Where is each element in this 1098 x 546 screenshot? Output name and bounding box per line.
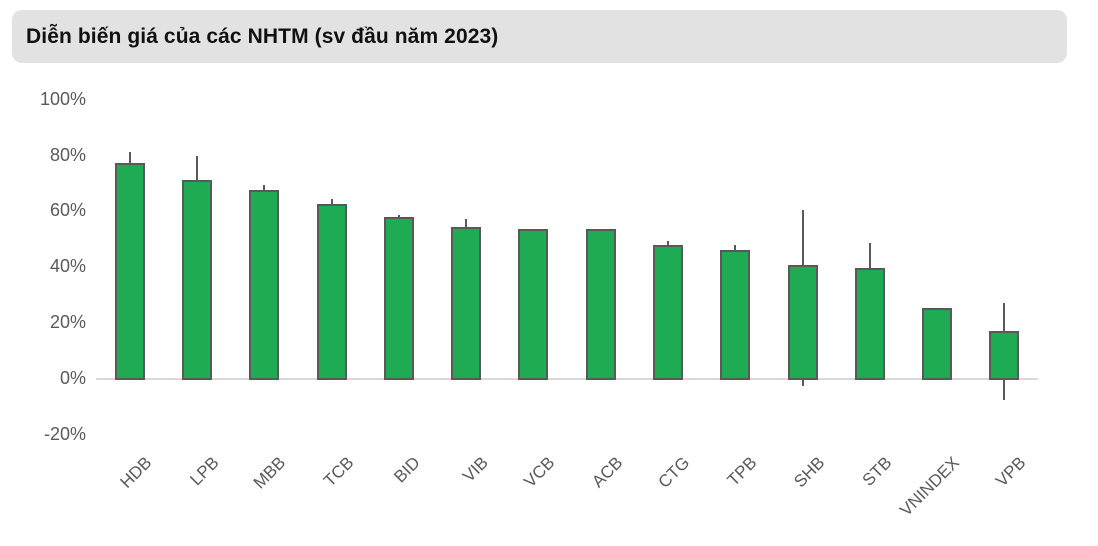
x-axis-label-vnindex: VNINDEX	[895, 453, 963, 520]
bar-acb	[585, 228, 616, 380]
x-axis-label-acb: ACB	[587, 453, 627, 492]
chart-title: Diễn biến giá của các NHTM (sv đầu năm 2…	[26, 25, 499, 48]
x-axis-label-tcb: TCB	[319, 453, 357, 491]
y-axis-tick-label: -20%	[43, 423, 86, 444]
y-axis-tick-label: 60%	[49, 200, 86, 221]
x-axis-label-ctg: CTG	[654, 453, 694, 492]
y-axis-tick-label: 0%	[59, 368, 86, 388]
x-axis-label-hdb: HDB	[116, 453, 156, 492]
y-axis-tick-label: 20%	[49, 312, 86, 333]
bar-tpb	[720, 249, 751, 380]
x-axis-label-bid: BID	[390, 453, 425, 487]
bar-tcb	[316, 203, 347, 380]
bar-shb	[787, 264, 818, 380]
x-axis-label-vib: VIB	[458, 453, 492, 486]
x-axis-label-shb: SHB	[789, 453, 828, 492]
x-axis-baseline	[96, 378, 1038, 380]
bar-vnindex	[922, 308, 953, 380]
y-axis-tick-label: 80%	[49, 144, 86, 165]
x-axis-label-vcb: VCB	[520, 453, 559, 492]
y-axis-tick-label: 100%	[39, 88, 86, 109]
bar-stb	[854, 267, 885, 380]
x-axis-label-stb: STB	[858, 453, 896, 490]
bar-bid	[383, 217, 414, 380]
bar-ctg	[652, 245, 683, 380]
bar-vcb	[518, 228, 549, 380]
y-axis-tick-label: 40%	[49, 256, 86, 277]
bar-mbb	[249, 189, 280, 380]
chart-title-banner: Diễn biến giá của các NHTM (sv đầu năm 2…	[12, 10, 1067, 63]
x-axis-label-vpb: VPB	[992, 453, 1030, 491]
bar-hdb	[114, 163, 145, 380]
bar-vpb	[989, 330, 1020, 380]
x-axis-label-lpb: LPB	[186, 453, 223, 490]
x-axis-label-mbb: MBB	[250, 453, 290, 493]
x-axis-label-tpb: TPB	[723, 453, 761, 490]
bar-vib	[451, 227, 482, 380]
bar-lpb	[181, 179, 212, 380]
